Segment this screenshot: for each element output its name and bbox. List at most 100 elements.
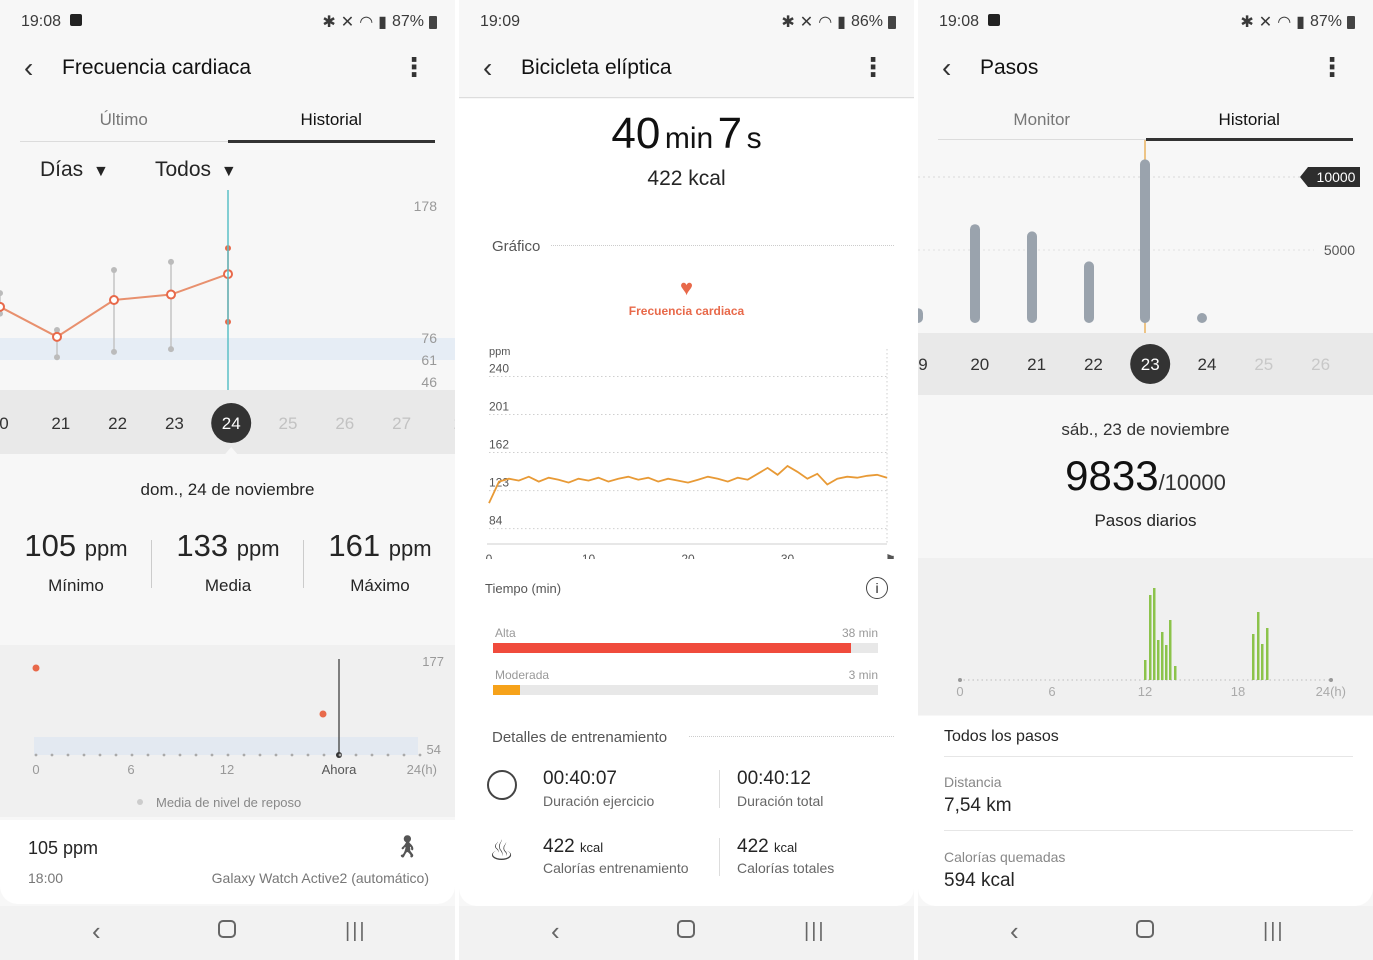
day-label[interactable]: 20 — [970, 355, 989, 374]
zone-value: 38 min — [841, 626, 878, 640]
y-tick: 84 — [489, 514, 503, 528]
stat-label: Mínimo — [48, 576, 104, 595]
selected-date: dom., 24 de noviembre — [140, 480, 315, 499]
nav-back-icon[interactable]: ‹ — [551, 916, 560, 946]
status-icons: ✱ ✕ ◠ ▮ 87% — [1240, 12, 1355, 32]
stat-value: 105 — [24, 528, 77, 563]
zone-row: Moderada 3 min — [493, 666, 878, 708]
back-arrow-icon[interactable]: ‹ — [483, 52, 493, 83]
day-label[interactable]: 26 — [1311, 355, 1330, 374]
heart-rate-history-chart[interactable]: 178 76 61 46 0 21 22 23 24 25 26 27 2 — [0, 190, 455, 490]
day-label[interactable]: 25 — [279, 414, 298, 433]
zone-label: Moderada — [495, 668, 550, 682]
stat-average: 133 ppm Media — [152, 528, 304, 596]
hourly-steps-chart[interactable]: 0 6 12 18 24(h) — [918, 558, 1373, 715]
range-min-point — [111, 348, 117, 355]
y-tick: 162 — [489, 438, 509, 452]
stopwatch-icon — [487, 770, 517, 800]
back-arrow-icon[interactable]: ‹ — [942, 52, 952, 83]
back-arrow-icon[interactable]: ‹ — [24, 52, 34, 83]
y-tick: 240 — [489, 362, 509, 376]
steps-goal: /10000 — [1158, 470, 1226, 495]
type-dropdown[interactable]: Todos ▼ — [155, 158, 237, 182]
hour-tick — [50, 753, 54, 757]
status-bar: 19:08 ✱ ✕ ◠ ▮ 87% — [918, 0, 1373, 44]
nav-recents-icon[interactable]: ||| — [345, 920, 367, 942]
more-options-icon[interactable]: ⋮ — [860, 52, 886, 82]
day-label[interactable]: 25 — [1254, 355, 1273, 374]
range-min-point — [54, 354, 60, 361]
tab-latest[interactable]: Último — [99, 110, 148, 129]
tab-history[interactable]: Historial — [300, 110, 362, 129]
stat-label: Media — [204, 576, 252, 595]
detail-label: Calorías entrenamiento — [543, 860, 689, 876]
day-label[interactable]: 21 — [1027, 355, 1046, 374]
period-dropdown[interactable]: Días ▼ — [40, 158, 109, 182]
steps-screen: 19:08 ✱ ✕ ◠ ▮ 87% ‹ Pasos ⋮ Días Monitor… — [918, 0, 1373, 960]
divider — [719, 838, 720, 876]
stat-value: 161 — [328, 528, 381, 563]
system-navigation-bar: ‹ ||| — [918, 906, 1373, 960]
finish-flag-icon: ⚑ — [885, 552, 896, 559]
x-tick: 12 — [220, 762, 234, 777]
reading-time: 18:00 — [28, 870, 64, 886]
x-tick: 6 — [127, 762, 134, 777]
resting-band — [34, 737, 418, 755]
average-point — [166, 289, 176, 300]
day-label[interactable]: 9 — [918, 355, 927, 374]
steps-history-chart[interactable]: 10000 5000 9202122232425262 — [918, 140, 1373, 400]
tab-bar: Último Historial — [20, 102, 435, 143]
day-label[interactable]: 23 — [1141, 355, 1160, 374]
section-title: Todos los pasos — [944, 728, 1059, 745]
nav-recents-icon[interactable]: ||| — [804, 920, 826, 942]
detail-value: 422 kcal — [543, 836, 603, 858]
day-label[interactable]: 24 — [222, 414, 241, 433]
heart-rate-screen: 19:08 ✱ ✕ ◠ ▮ 87% ‹ Frecuencia cardiaca … — [0, 0, 455, 960]
tab-indicator — [227, 140, 435, 143]
nav-home-icon[interactable] — [218, 920, 236, 938]
hour-tick — [210, 753, 214, 757]
x-tick: 0 — [956, 684, 963, 699]
heart-rate-line — [488, 464, 888, 504]
tab-history[interactable]: Historial — [1218, 110, 1280, 129]
average-point — [0, 301, 5, 312]
workout-calories: 422 kcal — [647, 167, 726, 190]
selected-day-circle — [211, 403, 252, 443]
battery-percent: 87% — [391, 13, 424, 30]
day-label[interactable]: 24 — [1198, 355, 1217, 374]
step-bar — [1197, 313, 1207, 323]
nav-home-icon[interactable] — [1136, 920, 1154, 938]
range-max-point — [168, 258, 174, 265]
nav-recents-icon[interactable]: ||| — [1263, 920, 1285, 942]
nav-back-icon[interactable]: ‹ — [1010, 916, 1019, 946]
day-label[interactable]: 22 — [108, 414, 127, 433]
hour-bar — [1149, 595, 1152, 680]
last-reading-card[interactable]: 105 ppm 18:00 Galaxy Watch Active2 (auto… — [0, 820, 455, 904]
day-label[interactable]: 21 — [51, 414, 70, 433]
y-tick: 178 — [414, 198, 438, 214]
tab-monitor[interactable]: Monitor — [1013, 110, 1071, 129]
nav-back-icon[interactable]: ‹ — [92, 916, 101, 946]
detail-label: Duración ejercicio — [543, 793, 655, 809]
status-bar: 19:09 ✱ ✕ ◠ ▮ 86% — [459, 0, 914, 44]
notification-icon — [988, 14, 1000, 26]
day-label[interactable]: 0 — [0, 414, 9, 433]
hour-tick — [130, 753, 134, 757]
more-options-icon[interactable]: ⋮ — [401, 52, 427, 82]
battery-icon — [429, 15, 437, 29]
heart-rate-stats: 105 ppm Mínimo 133 ppm Media 161 ppm Máx… — [0, 528, 455, 608]
daily-heart-rate-chart[interactable]: 177 54 0 6 12 Ahora 24(h) Media de nivel… — [0, 645, 455, 817]
nav-home-icon[interactable] — [677, 920, 695, 938]
battery-icon — [1347, 15, 1355, 29]
more-options-icon[interactable]: ⋮ — [1319, 52, 1345, 82]
hour-bar — [1266, 628, 1269, 680]
hour-tick — [418, 753, 422, 757]
info-icon[interactable]: i — [866, 577, 888, 599]
day-label[interactable]: 22 — [1084, 355, 1103, 374]
day-label[interactable]: 26 — [335, 414, 354, 433]
day-label[interactable]: 2 — [454, 414, 455, 433]
day-label[interactable]: 23 — [165, 414, 184, 433]
stat-label: Máximo — [350, 576, 410, 595]
day-label[interactable]: 27 — [392, 414, 411, 433]
